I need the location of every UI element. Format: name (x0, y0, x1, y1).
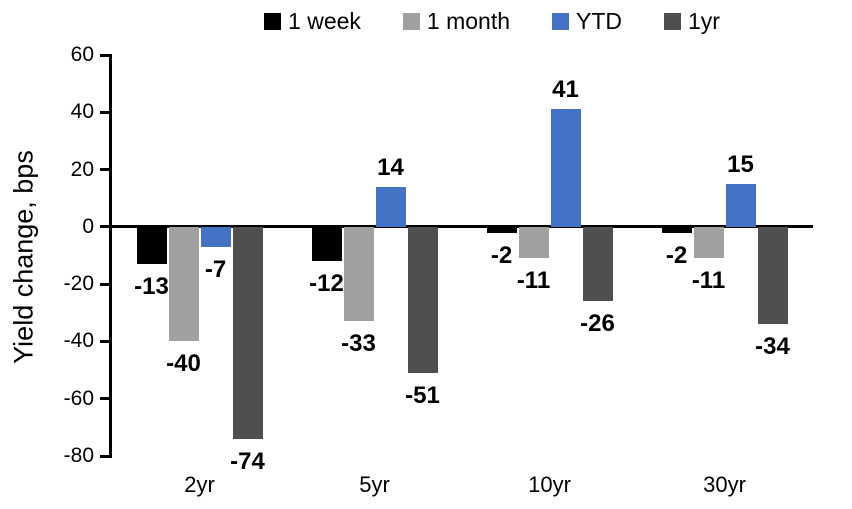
bar-value-label: -2 (665, 241, 688, 269)
x-axis-category-label: 2yr (184, 472, 215, 497)
bar-1yr (757, 226, 788, 325)
legend-item-ytd: YTD (552, 6, 622, 36)
bar-1-month (693, 226, 724, 259)
legend-swatch-icon (664, 12, 682, 30)
bar-value-label: -13 (134, 273, 169, 301)
zero-baseline (109, 225, 813, 229)
bar-value-label: 41 (552, 76, 579, 104)
legend-label: YTD (576, 8, 623, 34)
legend-item-1-month: 1 month (402, 6, 511, 36)
bar-value-label: -74 (230, 447, 265, 475)
bar-1yr (582, 226, 613, 302)
y-axis-tick-label: 0 (82, 214, 94, 238)
y-axis-tick (100, 397, 109, 401)
bar-ytd (200, 226, 231, 247)
y-axis-tick (100, 339, 109, 343)
bar-1-month (168, 226, 199, 342)
bar-value-label: 14 (377, 153, 404, 181)
bar-value-label: 15 (727, 150, 754, 178)
bar-1-month (518, 226, 549, 259)
x-axis-category-label: 30yr (703, 472, 746, 497)
y-axis-tick-label: -20 (63, 272, 94, 296)
bar-value-label: -11 (516, 267, 551, 295)
bar-1-week (311, 226, 342, 262)
bar-ytd (725, 183, 756, 227)
y-axis-tick-label: 20 (70, 157, 94, 181)
bar-1-week (486, 226, 517, 233)
bar-value-label: -34 (755, 333, 790, 361)
y-axis-tick (100, 110, 109, 114)
bar-value-label: -26 (580, 310, 615, 338)
y-axis-tick-label: 60 (70, 43, 94, 66)
y-axis-tick (100, 454, 109, 458)
legend-item-1-week: 1 week (264, 6, 361, 36)
bar-1yr (407, 226, 438, 373)
bar-value-label: -7 (204, 255, 227, 283)
y-axis-tick (100, 282, 109, 286)
y-axis-tick (100, 53, 109, 57)
bar-value-label: -11 (691, 267, 726, 295)
y-axis-tick-label: -80 (63, 444, 94, 467)
legend-item-1yr: 1yr (664, 6, 720, 36)
bar-1-month (343, 226, 374, 322)
bar-1yr (232, 226, 263, 439)
chart-legend: 1 week 1 month YTD 1yr (112, 5, 842, 37)
bar-value-label: -51 (405, 381, 440, 409)
legend-label: 1 month (426, 8, 511, 34)
y-axis-tick (100, 225, 109, 229)
y-axis-tick-label: -60 (63, 386, 94, 410)
bar-value-label: -12 (309, 270, 344, 298)
bar-value-label: -2 (490, 241, 513, 269)
x-axis-category-label: 10yr (528, 472, 571, 497)
x-axis-category-label: 5yr (359, 472, 390, 497)
legend-swatch-icon (402, 12, 420, 30)
bar-1-week (136, 226, 167, 265)
bar-ytd (375, 186, 406, 227)
y-axis-tick-label: -40 (63, 329, 94, 353)
bar-value-label: -33 (341, 330, 376, 358)
legend-label: 1 week (288, 8, 361, 34)
bar-1-week (661, 226, 692, 233)
y-axis-line (109, 54, 112, 458)
bar-ytd (550, 109, 581, 227)
bar-value-label: -40 (166, 350, 201, 378)
legend-label: 1yr (688, 8, 720, 34)
legend-swatch-icon (552, 12, 570, 30)
legend-swatch-icon (264, 12, 282, 30)
y-axis-tick (100, 168, 109, 172)
y-axis-tick-label: 40 (70, 100, 94, 124)
